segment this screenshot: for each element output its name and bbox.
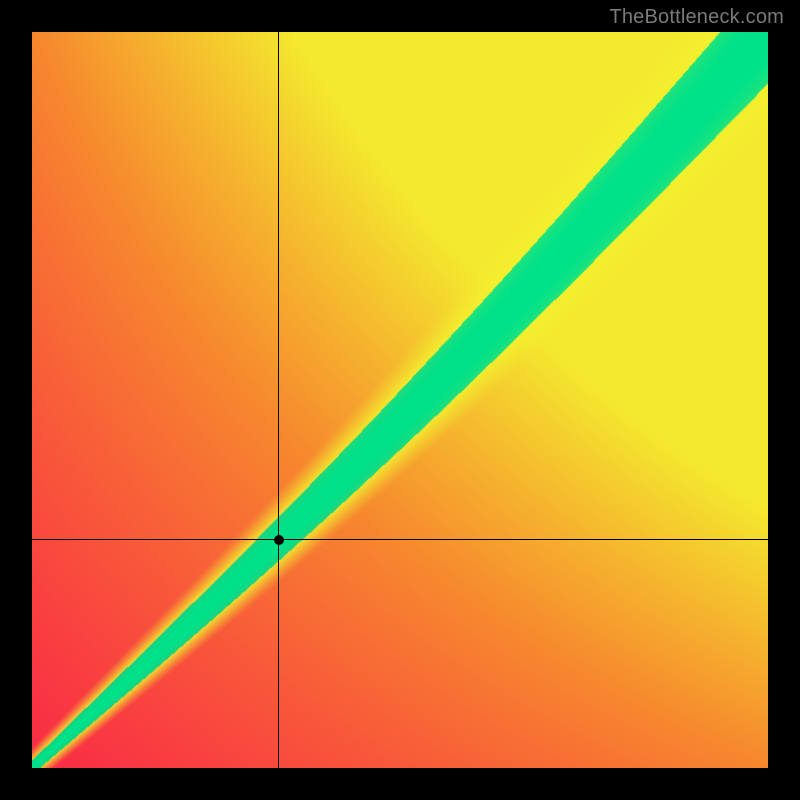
crosshair-marker xyxy=(274,535,284,545)
watermark-label: TheBottleneck.com xyxy=(609,6,784,29)
heatmap-canvas xyxy=(32,32,768,768)
crosshair-vertical xyxy=(278,32,279,768)
chart-frame: TheBottleneck.com xyxy=(0,0,800,800)
plot-area xyxy=(32,32,768,768)
crosshair-horizontal xyxy=(32,539,768,540)
